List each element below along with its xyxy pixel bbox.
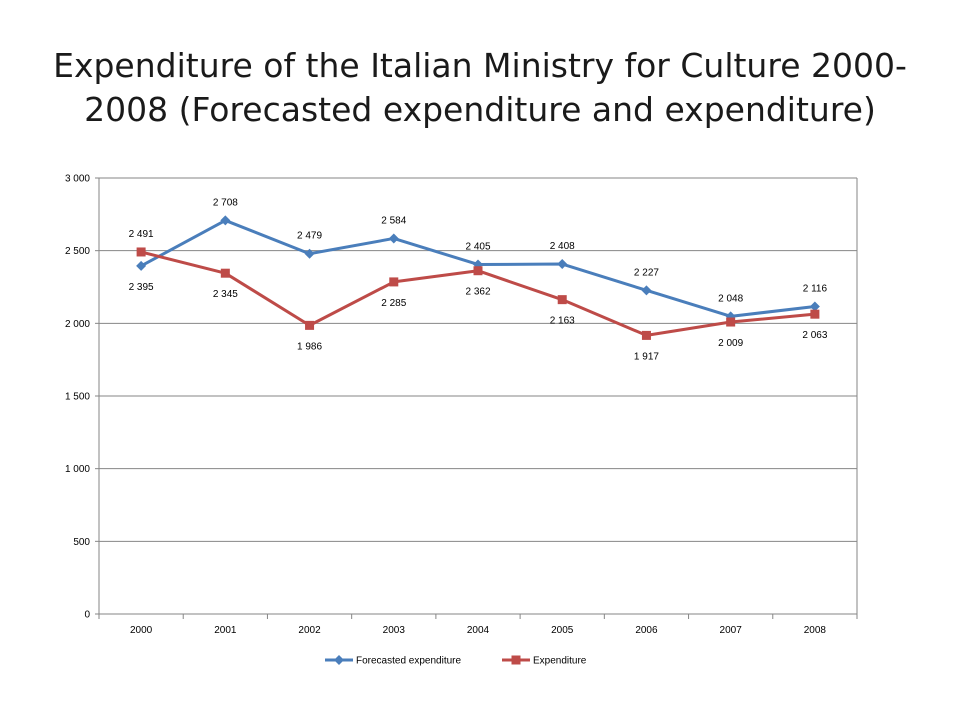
series-2-marker	[305, 320, 315, 330]
y-tick-label: 2 500	[65, 246, 90, 257]
series-2-marker	[389, 277, 399, 287]
data-label: 2 163	[550, 316, 575, 327]
series-2-marker	[557, 295, 567, 305]
y-tick-label: 2 000	[65, 319, 90, 330]
x-tick-label: 2002	[298, 625, 321, 636]
data-label: 2 345	[213, 289, 238, 300]
series-2-marker	[220, 268, 230, 278]
legend-swatch-marker	[334, 655, 344, 665]
data-label: 2 048	[718, 293, 743, 304]
x-tick-label: 2006	[635, 625, 658, 636]
x-tick-label: 2004	[467, 625, 490, 636]
data-label: 2 063	[802, 330, 827, 341]
series-2-marker	[726, 317, 736, 327]
legend-label: Expenditure	[533, 656, 587, 667]
gridlines	[99, 177, 857, 542]
series-2-marker	[810, 309, 820, 319]
x-tick-label: 2001	[214, 625, 237, 636]
data-label: 2 227	[634, 267, 659, 278]
y-tick-label: 1 000	[65, 464, 90, 475]
data-label: 2 405	[465, 241, 490, 252]
legend: Forecasted expenditure Expenditure	[325, 655, 587, 667]
y-tick-label: 0	[84, 610, 90, 621]
series-1-marker	[388, 233, 399, 244]
y-tick-label: 500	[73, 537, 90, 548]
series-1-marker	[557, 259, 568, 270]
chart-title: Expenditure of the Italian Ministry for …	[53, 46, 907, 129]
data-label: 1 986	[297, 341, 322, 352]
data-label: 2 362	[465, 287, 490, 298]
data-label: 2 708	[213, 197, 238, 208]
data-label: 2 584	[381, 215, 406, 226]
x-tick-label: 2005	[551, 625, 574, 636]
data-label: 2 009	[718, 338, 743, 349]
data-label: 2 285	[381, 298, 406, 309]
data-label: 2 408	[550, 241, 575, 252]
series-1-marker	[304, 248, 315, 259]
data-label: 2 116	[803, 283, 828, 294]
data-labels: 2 395 2 708 2 479 2 584 2 405 2 408 2 227 2 048…	[129, 197, 828, 362]
x-tick-label: 2000	[130, 625, 153, 636]
legend-label: Forecasted expenditure	[356, 656, 462, 667]
series-2-marker	[473, 266, 483, 276]
series-1-marker	[641, 285, 652, 296]
series-2-marker	[641, 330, 651, 340]
data-label: 2 479	[297, 231, 322, 242]
data-label: 2 491	[129, 229, 154, 240]
legend-swatch-marker	[511, 655, 521, 665]
series-1-marker	[136, 260, 147, 271]
series-1-marker	[809, 301, 820, 312]
axes: 0 500 1 000 1 500 2 000 2 500 3 000 2000 2001 200…	[65, 174, 858, 636]
x-tick-label: 2007	[720, 625, 743, 636]
x-tick-label: 2008	[804, 625, 827, 636]
x-tick-label: 2003	[383, 625, 406, 636]
series-2-marker	[136, 247, 146, 257]
y-tick-label: 3 000	[65, 174, 90, 185]
y-tick-label: 1 500	[65, 392, 90, 403]
series-layer	[136, 215, 820, 340]
series-1-marker	[220, 215, 231, 226]
data-label: 2 395	[129, 282, 154, 293]
data-label: 1 917	[634, 351, 659, 362]
